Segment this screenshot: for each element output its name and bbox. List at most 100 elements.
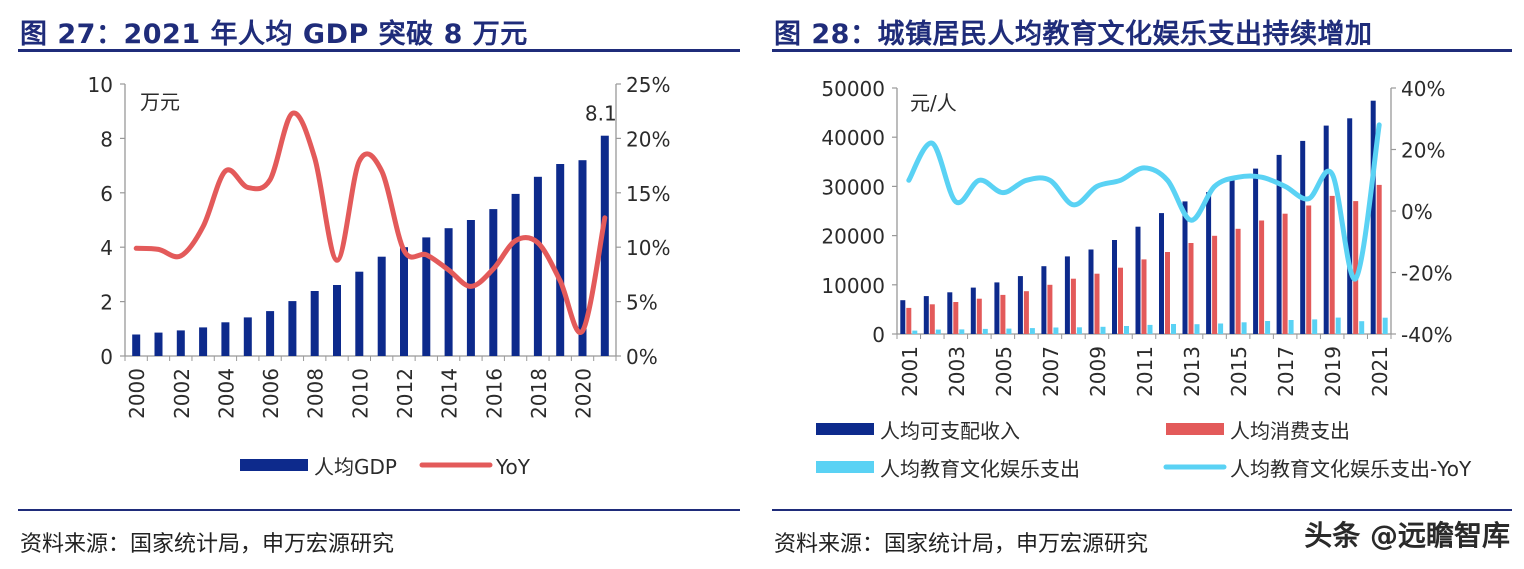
- title-divider: [772, 49, 1512, 52]
- bar-1: [1141, 259, 1147, 334]
- x-tick-label: 2020: [572, 368, 596, 419]
- y-tick-label-left: 0: [100, 345, 113, 369]
- bar-2: [982, 328, 988, 334]
- bar-0: [489, 209, 498, 356]
- bar-2: [1006, 328, 1012, 334]
- x-tick-label: 2010: [348, 368, 372, 419]
- y-tick-label-left: 4: [100, 236, 113, 260]
- bar-0: [1300, 140, 1306, 334]
- y-tick-label-right: 10%: [626, 236, 670, 260]
- bar-0: [1206, 192, 1212, 334]
- x-tick-label: 2021: [1368, 346, 1392, 397]
- bar-0: [132, 334, 141, 356]
- bar-0: [243, 317, 252, 356]
- bar-2: [959, 329, 965, 334]
- y-tick-label-right: 15%: [626, 182, 670, 206]
- education-spending-chart: 0 10000 20000 30000 40000 50000 -40% -20% 0% 20% 4…: [816, 77, 1472, 481]
- y-tick-label-left: 10: [88, 73, 113, 97]
- legend-label: 人均教育文化娱乐支出: [880, 457, 1080, 481]
- bar-1: [1259, 220, 1265, 334]
- y-unit-label: 元/人: [910, 91, 957, 115]
- bar-0: [176, 330, 185, 356]
- bar-2: [912, 330, 918, 334]
- x-tick-label: 2013: [1180, 346, 1204, 397]
- x-tick-label: 2000: [125, 368, 149, 419]
- legend-label: 人均教育文化娱乐支出-YoY: [1230, 457, 1472, 481]
- chart-source: 资料来源：国家统计局，申万宏源研究: [20, 532, 395, 557]
- bar-1: [976, 298, 982, 334]
- bar-0: [1182, 201, 1188, 334]
- x-tick-label: 2004: [214, 368, 238, 419]
- bar-2: [1171, 324, 1176, 334]
- x-tick-label: 2015: [1227, 346, 1251, 397]
- y-tick-label-left: 50000: [821, 77, 885, 101]
- bar-1: [1306, 205, 1312, 334]
- bar-1: [1165, 252, 1170, 334]
- bar-0: [266, 311, 275, 356]
- bar-1: [1212, 235, 1218, 334]
- x-tick-label: 2016: [482, 368, 506, 419]
- chart-title: 图 28：城镇居民人均教育文化娱乐支出持续增加: [774, 19, 1373, 50]
- x-tick-label: 2009: [1086, 346, 1110, 397]
- bar-0: [1041, 266, 1047, 334]
- bar-1: [1282, 213, 1288, 334]
- bar-2: [1241, 322, 1247, 334]
- bar-0: [578, 160, 587, 356]
- x-tick-label: 2018: [527, 368, 551, 419]
- bar-0: [400, 247, 408, 356]
- bar-1: [1070, 278, 1076, 334]
- x-tick-label: 2001: [898, 346, 922, 397]
- x-tick-label: 2019: [1321, 346, 1345, 397]
- bar-0: [900, 300, 906, 334]
- y-tick-label-left: 2: [100, 291, 113, 315]
- bar-2: [935, 329, 941, 334]
- bar-2: [1194, 324, 1200, 334]
- bar-0: [1276, 154, 1282, 334]
- bar-1: [929, 304, 935, 334]
- bar-0: [355, 271, 364, 356]
- bar-0: [1112, 240, 1117, 334]
- x-tick-label: 2007: [1039, 346, 1063, 397]
- bar-1: [1235, 228, 1241, 334]
- bar-0: [221, 322, 230, 356]
- bar-2: [1100, 326, 1106, 334]
- legend-label: 人均可支配收入: [880, 419, 1020, 443]
- bar-2: [1029, 328, 1035, 334]
- x-tick-label: 2011: [1133, 346, 1157, 397]
- bar-0: [1159, 213, 1164, 334]
- bar-0: [333, 285, 341, 356]
- chart-panel-education-spending: 图 28：城镇居民人均教育文化娱乐支出持续增加 0 10000 20000 30000…: [772, 0, 1512, 569]
- bar-0: [1323, 125, 1329, 334]
- chart-source: 资料来源：国家统计局，申万宏源研究: [774, 532, 1149, 557]
- legend-swatch: [240, 459, 308, 471]
- chart-panel-gdp: 图 27：2021 年人均 GDP 突破 8 万元 0 2 4 6 8 10 0% 5% 10%…: [18, 0, 740, 569]
- bar-1: [906, 307, 912, 334]
- y-tick-label-right: -20%: [1401, 262, 1453, 286]
- series-line: [906, 122, 1382, 282]
- x-tick-label: 2005: [992, 346, 1016, 397]
- bar-0: [1017, 276, 1023, 334]
- y-unit-label: 万元: [140, 90, 180, 114]
- bar-0: [154, 332, 163, 356]
- gdp-chart: 0 2 4 6 8 10 0% 5% 10% 15% 20% 25% 2000 2002 2004 2006 2…: [88, 73, 671, 479]
- bar-0: [1064, 256, 1070, 334]
- bar-0: [947, 292, 953, 334]
- y-tick-label-left: 8: [100, 127, 113, 151]
- bar-2: [1076, 327, 1082, 334]
- y-tick-label-right: 0%: [626, 345, 658, 369]
- y-tick-label-right: -40%: [1401, 323, 1453, 347]
- bar-2: [1265, 321, 1271, 334]
- bar-0: [600, 135, 609, 356]
- bar-0: [923, 296, 929, 334]
- bar-2: [1359, 321, 1365, 334]
- bar-0: [511, 193, 520, 356]
- y-tick-label-left: 20000: [821, 225, 885, 249]
- data-label: 8.1: [585, 102, 617, 126]
- series-line: [133, 110, 608, 336]
- bar-0: [994, 282, 1000, 334]
- source-divider: [18, 509, 740, 511]
- bar-0: [199, 327, 208, 356]
- y-tick-label-right: 40%: [1401, 77, 1445, 101]
- legend-swatch: [1166, 423, 1224, 435]
- bar-0: [1135, 226, 1141, 334]
